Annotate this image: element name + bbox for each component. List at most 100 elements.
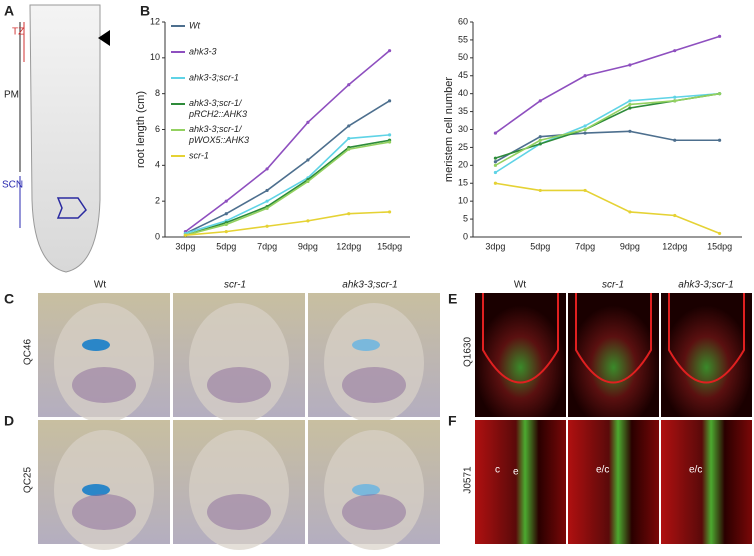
point xyxy=(538,188,542,193)
y-tick-label: 30 xyxy=(458,124,468,134)
point xyxy=(347,83,351,87)
point xyxy=(265,199,269,203)
y-tick-label: 45 xyxy=(458,70,468,80)
point xyxy=(265,167,269,171)
point xyxy=(538,135,542,139)
root-tip xyxy=(189,303,289,423)
point xyxy=(493,170,498,175)
y-tick-label: 60 xyxy=(458,16,468,26)
cell-label: e xyxy=(513,467,519,478)
point xyxy=(673,99,677,103)
legend-label: Wt xyxy=(189,20,200,30)
point xyxy=(717,34,722,38)
gus-stain xyxy=(352,484,380,496)
x-tick-label: 5dpg xyxy=(530,241,550,251)
pm-label: PM xyxy=(4,90,19,101)
root-tip xyxy=(189,430,289,550)
root-tip xyxy=(324,303,424,423)
point xyxy=(538,138,542,142)
confocal xyxy=(661,420,752,544)
arrowhead xyxy=(98,30,110,46)
point xyxy=(628,106,632,110)
series-line xyxy=(185,211,390,237)
series-line xyxy=(184,50,391,233)
row-label: QC46 xyxy=(23,339,34,366)
series-line xyxy=(185,139,390,236)
point xyxy=(493,160,498,164)
x-tick-label: 15dpg xyxy=(377,241,402,251)
point xyxy=(224,230,228,234)
y-tick-label: 40 xyxy=(458,88,468,98)
x-tick-label: 7dpg xyxy=(575,241,595,251)
x-tick-label: 12dpg xyxy=(336,241,361,251)
panel-letter: D xyxy=(4,413,14,429)
point xyxy=(583,127,587,132)
x-tick-label: 9dpg xyxy=(298,241,318,251)
x-tick-label: 15dpg xyxy=(707,241,732,251)
x-tick-label: 9dpg xyxy=(620,241,640,251)
point xyxy=(717,138,722,142)
point xyxy=(265,224,269,228)
point xyxy=(583,74,587,78)
y-tick-label: 4 xyxy=(155,160,160,170)
series-line xyxy=(494,35,720,134)
column-label: Wt xyxy=(514,280,526,291)
point xyxy=(347,147,351,151)
point xyxy=(628,129,632,133)
point xyxy=(224,222,228,227)
point xyxy=(538,99,542,103)
legend-label: ahk3-3;scr-1/pWOX5::AHK3 xyxy=(188,124,249,145)
x-tick-label: 7dpg xyxy=(257,241,277,251)
series-line xyxy=(185,141,390,236)
series-line xyxy=(495,130,720,163)
point xyxy=(387,133,392,137)
legend-label: ahk3-3;scr-1 xyxy=(189,72,239,82)
x-tick-label: 5dpg xyxy=(216,241,236,251)
point xyxy=(347,124,351,128)
y-tick-label: 12 xyxy=(150,16,160,26)
point xyxy=(387,140,392,144)
series-line xyxy=(494,92,720,174)
point xyxy=(387,210,392,214)
point xyxy=(717,231,722,236)
y-tick-label: 0 xyxy=(463,231,468,241)
point xyxy=(493,156,498,160)
root-tip xyxy=(54,303,154,423)
panel-letter: C xyxy=(4,291,14,307)
point xyxy=(583,124,587,128)
legend-label: scr-1 xyxy=(189,150,209,160)
point xyxy=(306,158,310,162)
columella xyxy=(207,494,271,530)
x-tick-label: 3dpg xyxy=(175,241,195,251)
root-outline xyxy=(482,293,559,384)
cell-label: c xyxy=(495,465,500,476)
x-tick-label: 3dpg xyxy=(485,241,505,251)
legend-label: ahk3-3 xyxy=(189,46,217,56)
x-tick-label: 12dpg xyxy=(662,241,687,251)
columella xyxy=(72,494,136,530)
confocal xyxy=(475,293,566,417)
gus-stain xyxy=(82,484,110,496)
point xyxy=(673,213,677,218)
point xyxy=(387,49,392,53)
confocal xyxy=(661,293,752,417)
point xyxy=(387,99,392,103)
confocal xyxy=(475,420,566,544)
point xyxy=(628,63,632,67)
gus-stain xyxy=(82,339,110,351)
root-outline xyxy=(668,293,745,384)
columella xyxy=(342,367,406,403)
point xyxy=(538,142,542,146)
row-label: J0571 xyxy=(463,466,474,494)
point xyxy=(673,138,677,142)
row-label: Q1630 xyxy=(463,337,474,367)
y-axis-label: meristem cell number xyxy=(443,77,455,182)
y-tick-label: 6 xyxy=(155,124,160,134)
y-tick-label: 8 xyxy=(155,88,160,98)
series-line xyxy=(495,182,720,235)
panel-letter: A xyxy=(4,3,14,19)
y-tick-label: 35 xyxy=(458,106,468,116)
point xyxy=(628,99,632,103)
y-tick-label: 25 xyxy=(458,142,468,152)
